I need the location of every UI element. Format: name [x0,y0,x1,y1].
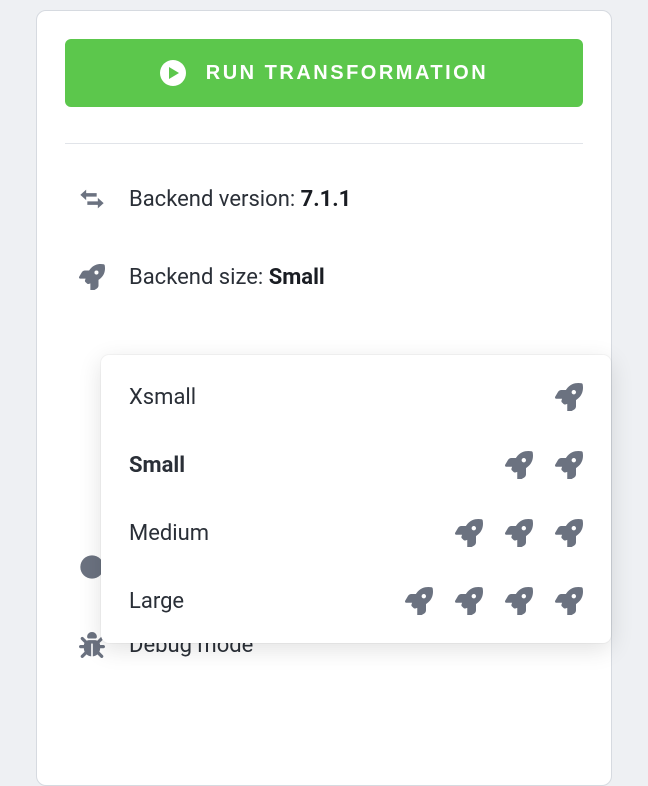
divider [65,143,583,144]
size-option-medium[interactable]: Medium [101,499,611,567]
size-option-label: Large [129,589,184,614]
rocket-icon [455,519,483,547]
size-option-small[interactable]: Small [101,431,611,499]
run-transformation-button[interactable]: RUN TRANSFORMATION [65,39,583,107]
backend-size-text: Backend size: Small [129,265,325,290]
swap-icon [77,184,107,214]
rocket-icon [555,383,583,411]
backend-version-value: 7.1.1 [301,187,352,212]
size-option-rockets [405,587,583,615]
rocket-icon [505,519,533,547]
backend-size-label: Backend size: [129,265,269,290]
rocket-icon [555,587,583,615]
rocket-icon [555,519,583,547]
rocket-icon [77,262,107,292]
run-button-label: RUN TRANSFORMATION [206,62,488,85]
settings-panel: RUN TRANSFORMATION Backend version: 7.1.… [36,10,612,786]
backend-size-dropdown: Xsmall Small Medium Large [101,355,611,643]
backend-version-row[interactable]: Backend version: 7.1.1 [77,184,583,214]
backend-size-value: Small [269,265,325,290]
size-option-label: Xsmall [129,385,196,410]
rocket-icon [505,451,533,479]
rocket-icon [455,587,483,615]
rocket-icon [405,587,433,615]
backend-size-row[interactable]: Backend size: Small [77,262,583,292]
play-icon [160,60,186,86]
size-option-label: Small [129,453,185,478]
backend-version-text: Backend version: 7.1.1 [129,187,351,212]
size-option-large[interactable]: Large [101,567,611,635]
size-option-xsmall[interactable]: Xsmall [101,363,611,431]
size-option-rockets [555,383,583,411]
backend-version-label: Backend version: [129,187,301,212]
rocket-icon [505,587,533,615]
size-option-rockets [455,519,583,547]
rocket-icon [555,451,583,479]
size-option-rockets [505,451,583,479]
size-option-label: Medium [129,521,209,546]
